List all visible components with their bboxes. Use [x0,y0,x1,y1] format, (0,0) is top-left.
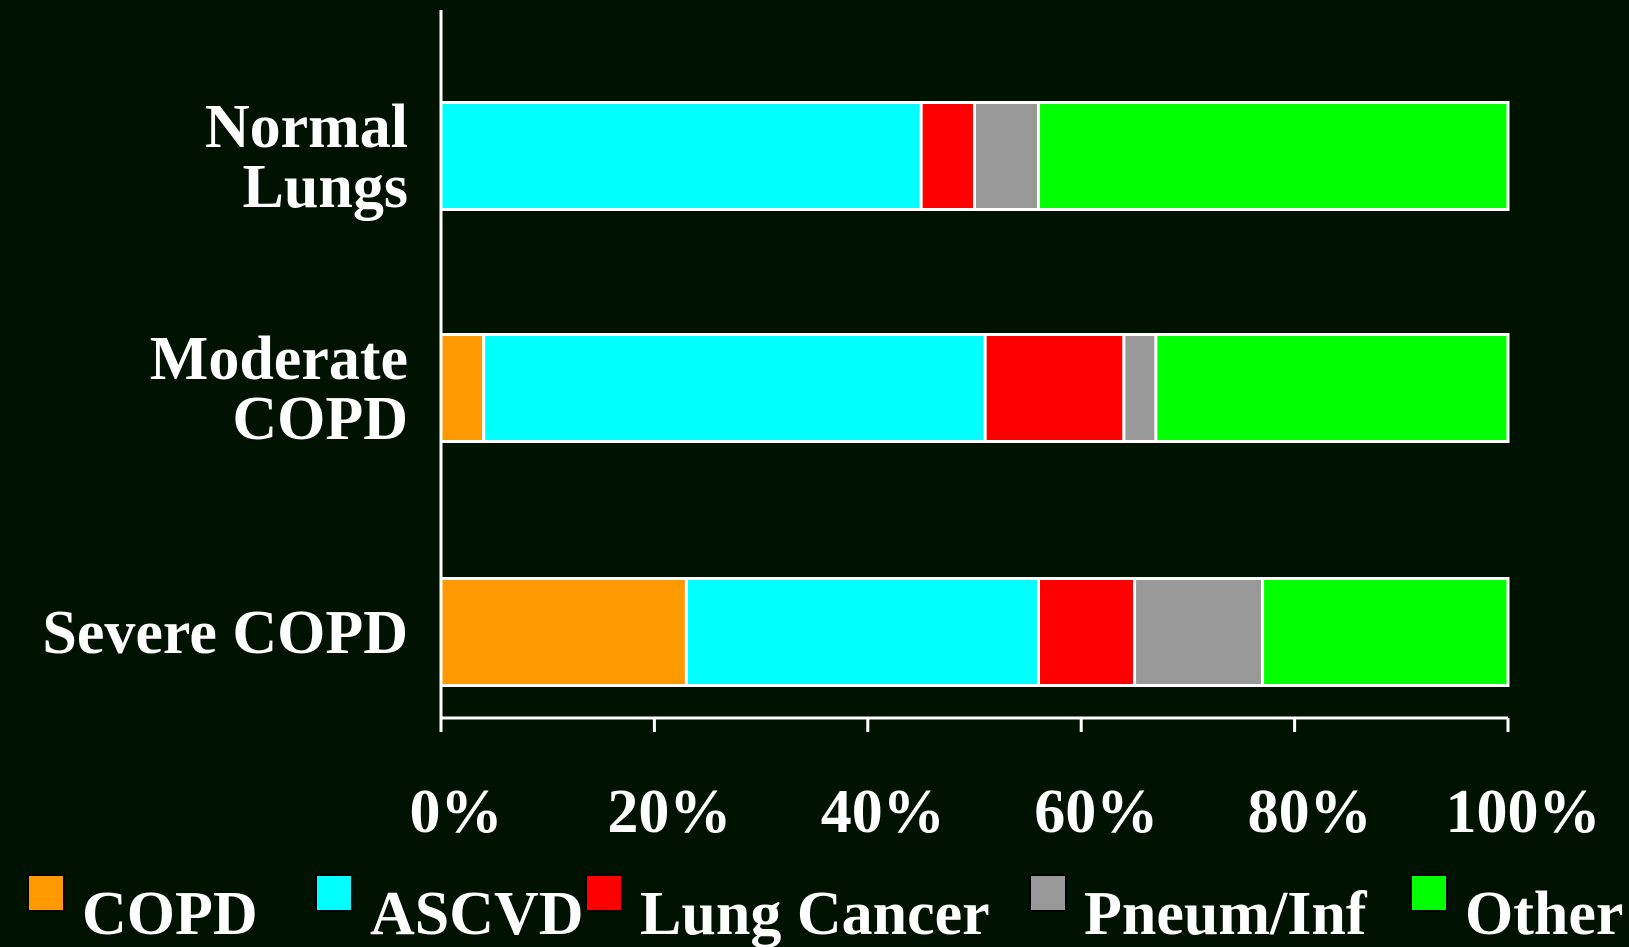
bar-segment-ascvd-0 [439,101,923,211]
legend-swatch-ascvd [315,874,353,912]
legend-swatch-other [1410,874,1448,912]
bar-segment-other-1 [1154,333,1510,443]
axes-layer [439,10,1510,732]
bar-segment-copd-1 [439,333,486,443]
legend-label: COPD [82,880,258,947]
x-tick-labels: 0% 20% 40% 60% 80% 100% [410,778,1601,846]
bars-layer [439,101,1510,687]
bar-segment-pneum-inf-0 [973,101,1041,211]
x-tick-label: 20% [607,778,731,846]
legend-label: Other [1465,880,1623,947]
legend-swatch-pneum-inf [1029,874,1067,912]
legend-label: Pneum/Inf [1084,880,1368,947]
bar-segment-ascvd-2 [684,577,1041,687]
bar-segment-other-0 [1037,101,1510,211]
bar-segment-copd-2 [439,577,688,687]
bar-segment-pneum-inf-1 [1122,333,1158,443]
category-label: Severe COPD [42,599,408,667]
x-tick-label: 40% [821,778,945,846]
category-label: Moderate COPD [150,325,408,453]
x-tick-label: 100% [1446,778,1601,846]
x-tick-label: 60% [1034,778,1158,846]
legend-label: Lung Cancer [640,880,990,947]
bar-segment-pneum-inf-2 [1133,577,1265,687]
category-label: Normal Lungs [205,93,408,221]
bar-segment-other-2 [1261,577,1510,687]
bar-segment-ascvd-1 [482,333,987,443]
bar-segment-lung-cancer-0 [919,101,977,211]
legend-swatch-copd [27,874,65,912]
legend: COPD ASCVD Lung Cancer Pneum/Inf Other [27,874,1623,947]
legend-swatch-lung-cancer [585,874,623,912]
bar-segment-lung-cancer-2 [1037,577,1137,687]
x-tick-label: 80% [1248,778,1372,846]
x-tick-label: 0% [410,778,503,846]
legend-label: ASCVD [370,880,584,947]
category-labels: Normal Lungs Moderate COPD Severe COPD [42,93,408,667]
bar-segment-lung-cancer-1 [983,333,1126,443]
